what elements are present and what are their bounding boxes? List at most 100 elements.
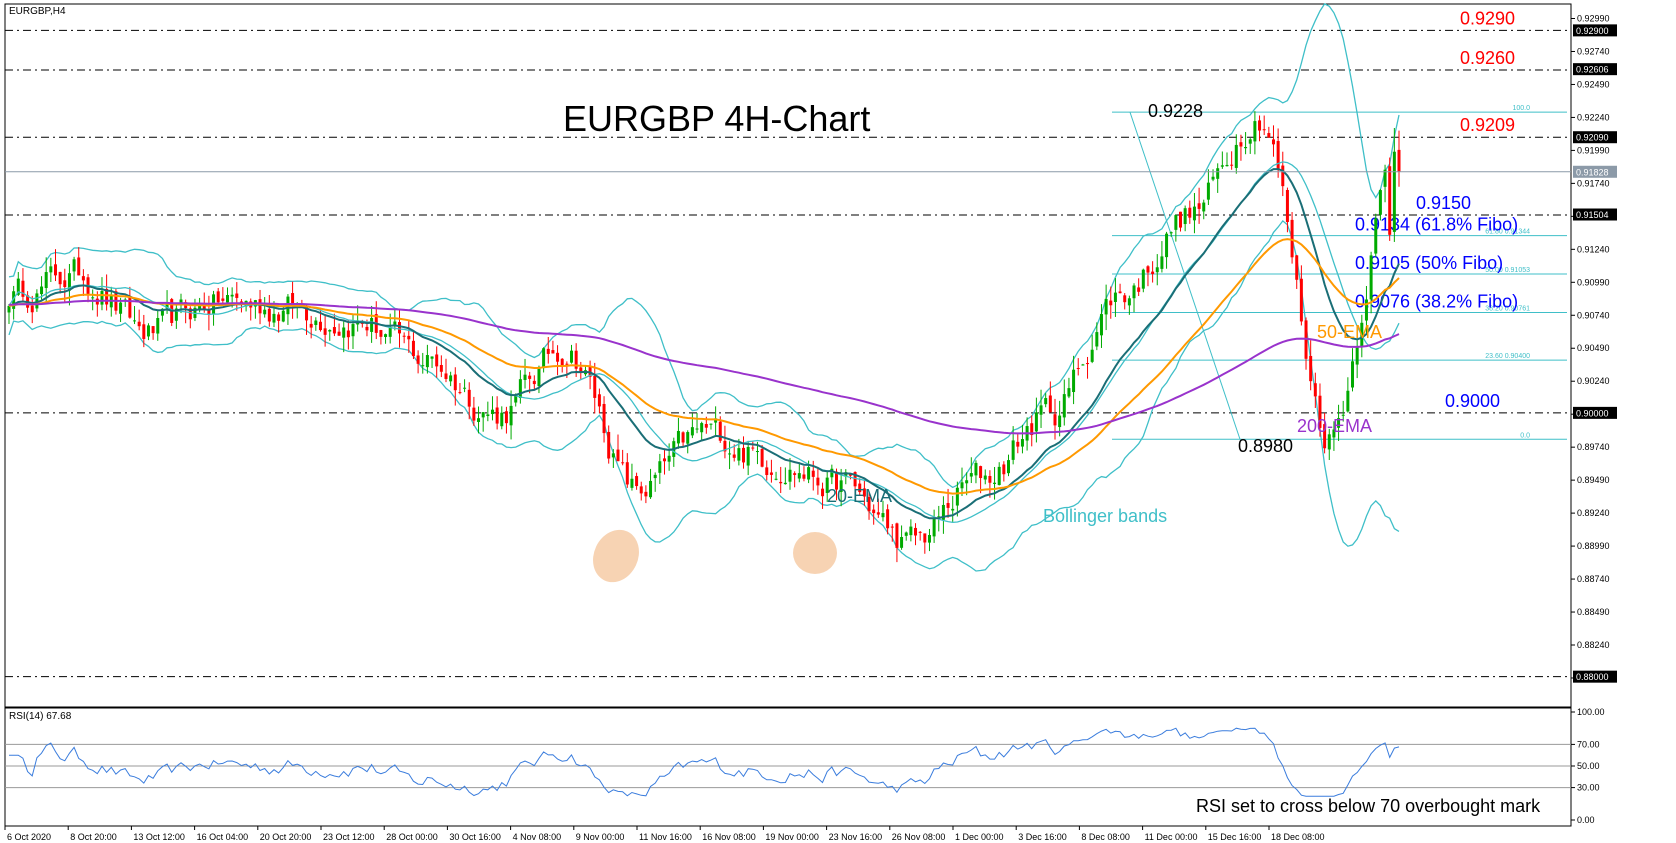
candle-body: [904, 532, 908, 536]
candle-body: [379, 330, 383, 337]
candle-body: [718, 421, 722, 441]
candle-body: [867, 496, 871, 512]
candle-body: [230, 294, 234, 297]
candle-body: [416, 355, 420, 364]
candle-body: [937, 516, 941, 518]
candle-body: [988, 475, 992, 483]
candle-body: [137, 321, 141, 327]
candle-body: [1197, 203, 1201, 209]
candle-body: [337, 331, 341, 336]
candle-body: [198, 303, 202, 311]
candle-body: [951, 508, 955, 511]
candle-body: [848, 473, 852, 476]
candle-body: [1146, 266, 1150, 273]
candle-body: [342, 327, 346, 338]
candle-body: [607, 431, 611, 459]
candle-body: [1165, 233, 1169, 258]
bollinger-bands: [8, 3, 1400, 572]
time-tick-label: 4 Nov 08:00: [513, 832, 562, 842]
low-highlight-ellipse: [793, 532, 837, 574]
candle-body: [393, 321, 397, 327]
candle-body: [91, 297, 95, 299]
candle-body: [1062, 394, 1066, 418]
candle-body: [537, 366, 541, 387]
candle-body: [72, 259, 76, 272]
candle-body: [472, 407, 476, 421]
candle-body: [1290, 219, 1294, 258]
candle-body: [258, 299, 262, 314]
candle-body: [100, 291, 104, 305]
candle-body: [58, 271, 62, 285]
candle-body: [1202, 202, 1206, 212]
candle-body: [1271, 139, 1275, 145]
candle-body: [700, 423, 704, 433]
candle-body: [704, 424, 708, 428]
candle-body: [7, 305, 11, 313]
candle-body: [1230, 164, 1234, 166]
candle-body: [1174, 215, 1178, 230]
price-tick-label: 0.92990: [1577, 14, 1610, 24]
candle-body: [881, 513, 885, 518]
time-tick-label: 16 Nov 08:00: [702, 832, 756, 842]
fibo-level-label: 0.9076 (38.2% Fibo): [1355, 292, 1518, 312]
candle-body: [681, 432, 685, 443]
candle-body: [1364, 299, 1368, 321]
candle-body: [1239, 142, 1243, 147]
fibo-small-label: 0.0: [1520, 432, 1530, 439]
price-tick-label: 0.89740: [1577, 442, 1610, 452]
price-tick-label: 0.91240: [1577, 244, 1610, 254]
level-label: 0.9290: [1460, 8, 1515, 28]
rsi-tick-label: 100.00: [1577, 707, 1605, 717]
candle-body: [649, 480, 653, 498]
price-highlight-box: [1573, 406, 1617, 419]
candle-body: [909, 526, 913, 536]
candle-body: [1285, 189, 1289, 223]
candle-body: [40, 286, 44, 295]
candle-body: [500, 412, 504, 427]
price-tick-label: 0.90740: [1577, 310, 1610, 320]
candle-body: [923, 533, 927, 543]
candle-body: [1211, 176, 1215, 180]
time-tick-label: 11 Nov 16:00: [639, 832, 692, 842]
time-tick-label: 3 Dec 16:00: [1018, 832, 1067, 842]
candle-body: [1006, 460, 1010, 474]
price-tick-label: 0.91740: [1577, 178, 1610, 188]
bollinger-label: Bollinger bands: [1043, 506, 1167, 526]
candle-body: [993, 482, 997, 484]
candle-body: [370, 317, 374, 332]
candle-body: [900, 537, 904, 548]
candle-body: [542, 348, 546, 369]
price-tick-label: 0.88240: [1577, 640, 1610, 650]
candle-body: [969, 473, 973, 477]
candle-body: [779, 481, 783, 484]
chart-title: EURGBP 4H-Chart: [563, 98, 870, 139]
price-highlight-label: 0.92900: [1576, 26, 1609, 36]
axes: 0.92990 0.92740 0.92490 0.92240 0.91990 0.917…: [4, 14, 1617, 842]
ema20-label: 20-EMA: [827, 486, 892, 506]
candle-body: [351, 324, 355, 337]
candle-body: [983, 475, 987, 480]
candle-body: [305, 306, 309, 321]
swing-high-label: 0.9228: [1148, 101, 1203, 121]
candle-body: [802, 474, 806, 479]
candle-body: [458, 392, 462, 394]
candle-body: [504, 411, 508, 424]
candle-body: [769, 472, 773, 475]
candle-body: [1341, 414, 1345, 416]
candle-body: [914, 527, 918, 536]
candle-body: [774, 478, 778, 480]
time-tick-label: 23 Oct 12:00: [323, 832, 375, 842]
time-tick-label: 8 Oct 20:00: [70, 832, 117, 842]
candle-body: [1016, 441, 1020, 447]
candle-body: [1309, 355, 1313, 382]
rsi-tick-label: 70.00: [1577, 739, 1600, 749]
candle-body: [328, 330, 332, 332]
candle-body: [1011, 440, 1015, 460]
candle-body: [1099, 314, 1103, 336]
candle-body: [625, 462, 629, 485]
time-tick-label: 9 Nov 00:00: [576, 832, 625, 842]
price-tick-label: 0.89240: [1577, 508, 1610, 518]
bollinger-lower-band: [8, 219, 1400, 572]
candle-body: [467, 389, 471, 407]
candle-body: [602, 403, 606, 434]
